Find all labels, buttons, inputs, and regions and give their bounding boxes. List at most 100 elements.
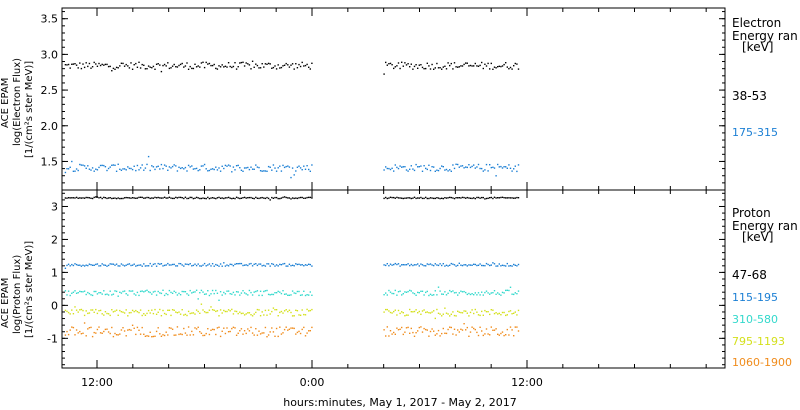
data-point — [138, 294, 140, 297]
data-point — [485, 65, 488, 67]
data-point — [505, 166, 507, 168]
data-point — [485, 311, 488, 313]
data-point — [192, 312, 195, 314]
data-point — [481, 196, 483, 199]
data-point — [271, 196, 273, 199]
data-point — [412, 331, 414, 334]
data-point — [176, 312, 179, 314]
data-point — [195, 328, 198, 330]
data-point — [96, 328, 99, 331]
data-point — [288, 294, 291, 296]
data-point — [205, 332, 207, 335]
data-point — [106, 265, 108, 267]
data-point — [421, 310, 424, 312]
data-point — [187, 263, 190, 266]
data-point — [141, 63, 143, 66]
data-point — [93, 196, 95, 199]
data-point — [234, 263, 236, 265]
data-point — [69, 294, 71, 297]
data-point — [455, 315, 457, 317]
y-tick-label: 1.5 — [41, 155, 59, 168]
data-point — [66, 294, 68, 296]
data-point — [141, 196, 143, 199]
data-point — [272, 197, 275, 199]
data-point — [157, 63, 159, 65]
data-point — [216, 310, 219, 312]
data-point — [468, 315, 470, 317]
data-point — [160, 315, 163, 317]
data-point — [505, 62, 507, 64]
data-point — [431, 328, 433, 330]
data-point — [189, 65, 191, 68]
data-point — [280, 310, 283, 313]
data-point — [186, 170, 188, 172]
data-point — [296, 331, 299, 334]
data-point — [282, 312, 284, 314]
data-point — [263, 170, 265, 172]
data-point — [131, 68, 134, 70]
data-point — [159, 263, 161, 265]
data-point — [259, 170, 262, 172]
data-point — [144, 265, 147, 267]
data-point — [258, 197, 260, 200]
data-point — [154, 68, 156, 70]
data-point — [471, 165, 473, 168]
data-point — [481, 167, 483, 170]
data-point — [299, 196, 302, 199]
data-point — [264, 63, 267, 65]
data-point — [311, 62, 313, 64]
data-point — [508, 164, 510, 166]
data-point — [285, 309, 287, 311]
data-point — [144, 167, 147, 169]
data-point — [269, 294, 271, 296]
data-point — [211, 197, 214, 199]
data-point — [444, 265, 446, 267]
data-point — [308, 196, 310, 199]
data-point — [476, 65, 478, 67]
data-point — [99, 164, 102, 167]
data-point — [149, 169, 151, 172]
data-point — [405, 327, 408, 329]
data-point — [229, 293, 231, 295]
data-point — [213, 265, 215, 267]
data-point — [79, 197, 81, 199]
data-point — [298, 263, 300, 265]
data-point — [391, 64, 393, 66]
data-point — [295, 263, 297, 265]
data-point — [187, 294, 190, 296]
data-point — [421, 264, 424, 266]
data-point — [258, 263, 260, 265]
data-point — [497, 197, 499, 199]
data-point — [484, 169, 486, 171]
data-point — [88, 292, 91, 295]
data-point — [420, 165, 422, 167]
data-point — [184, 313, 187, 316]
data-point — [298, 197, 300, 199]
data-point — [167, 309, 169, 311]
data-point — [503, 264, 505, 267]
data-point — [114, 164, 116, 166]
data-point — [272, 293, 275, 296]
data-point — [267, 334, 270, 336]
data-point — [423, 294, 425, 296]
data-point — [112, 293, 115, 295]
data-point — [509, 66, 512, 69]
data-point — [160, 70, 163, 73]
data-point — [219, 263, 222, 265]
data-point — [434, 170, 436, 172]
data-point — [487, 292, 489, 294]
data-point — [393, 263, 395, 266]
data-point — [508, 197, 510, 199]
data-point — [418, 166, 420, 168]
data-point — [415, 332, 417, 334]
data-point — [413, 335, 416, 337]
data-point — [386, 263, 388, 265]
data-point — [301, 309, 303, 311]
data-point — [147, 65, 150, 67]
data-point — [247, 166, 249, 169]
data-point — [385, 61, 387, 64]
data-point — [195, 167, 198, 170]
data-point — [115, 170, 118, 172]
data-point — [208, 309, 211, 311]
data-point — [274, 265, 276, 267]
